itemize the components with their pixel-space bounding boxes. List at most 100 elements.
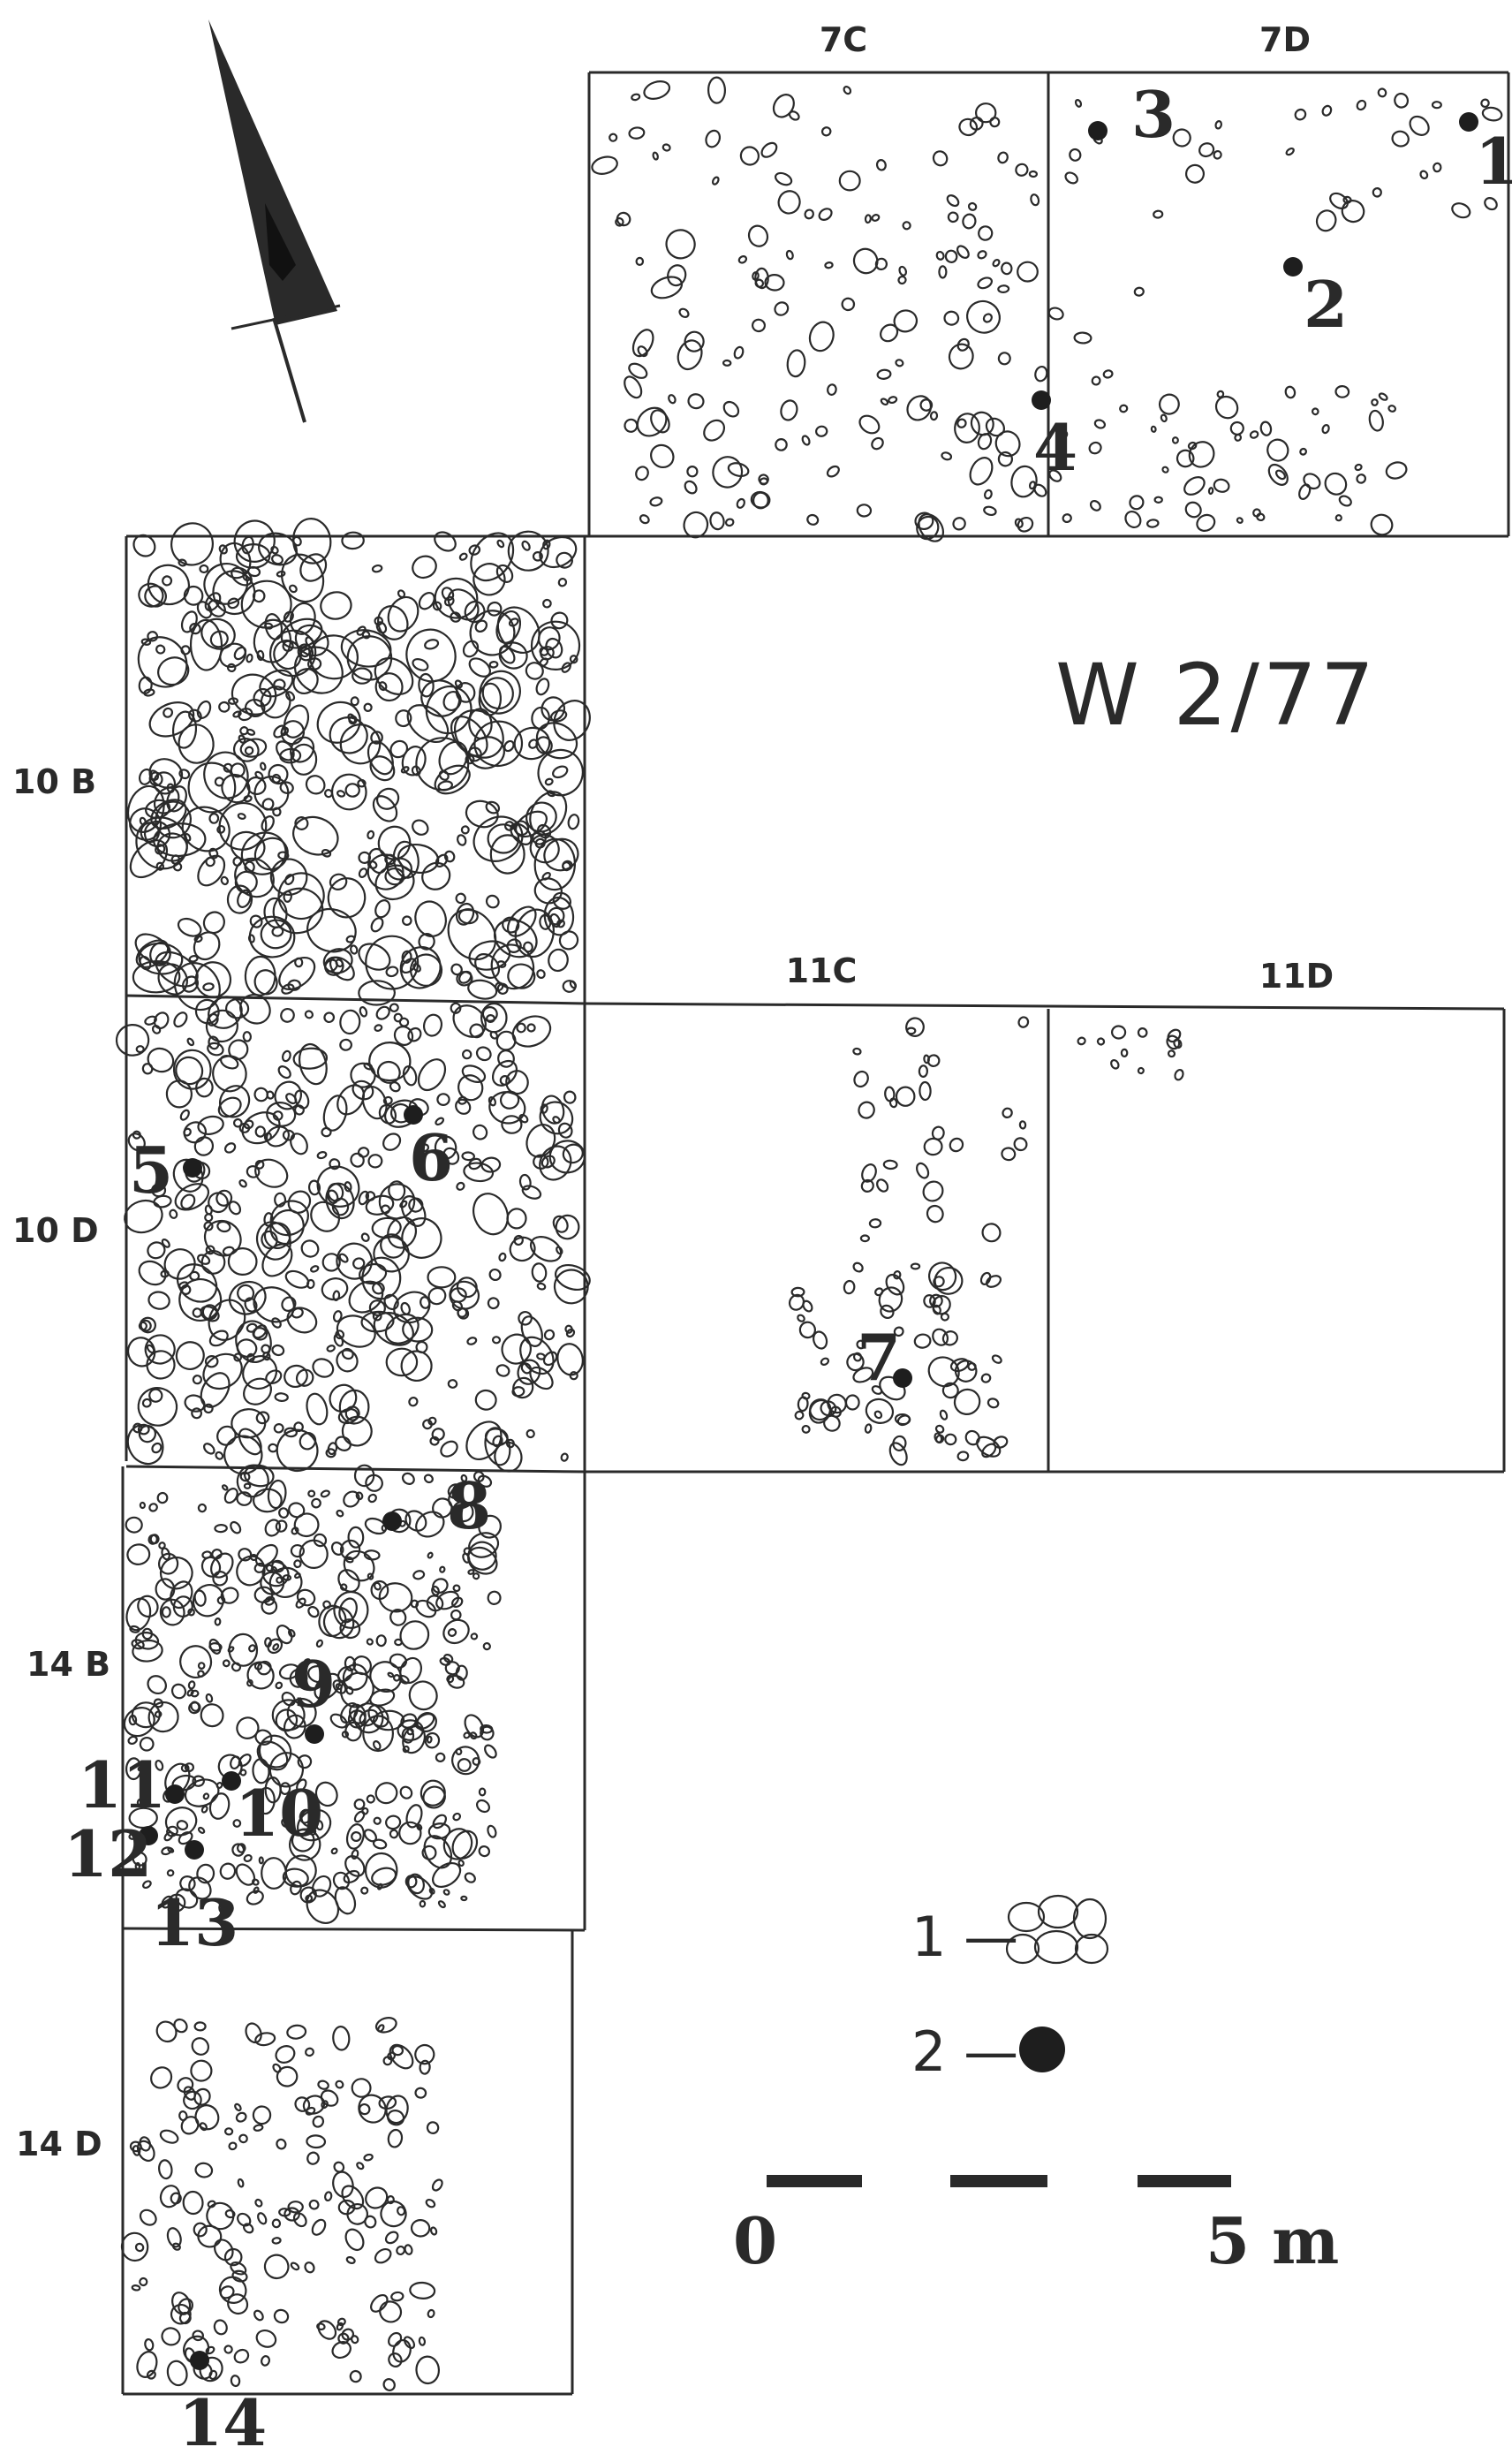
stone bbox=[353, 1810, 366, 1823]
stone bbox=[508, 617, 519, 627]
stone bbox=[129, 2140, 142, 2153]
find-number-4: 4 bbox=[1033, 410, 1077, 485]
stone bbox=[560, 1452, 569, 1462]
stone bbox=[261, 815, 275, 832]
stone bbox=[979, 1271, 992, 1285]
stone bbox=[372, 1740, 382, 1751]
stone bbox=[335, 1436, 352, 1451]
stone bbox=[913, 1333, 932, 1349]
stone bbox=[387, 2051, 397, 2061]
stone bbox=[827, 383, 837, 396]
stone bbox=[176, 1820, 189, 1831]
stone bbox=[465, 799, 499, 829]
stone bbox=[299, 1432, 317, 1451]
stone bbox=[431, 2178, 443, 2192]
stone bbox=[478, 1787, 487, 1797]
stone bbox=[254, 1125, 267, 1138]
stone bbox=[552, 765, 569, 779]
stone bbox=[286, 1307, 318, 1334]
stone bbox=[419, 1899, 427, 1908]
stone bbox=[323, 1011, 336, 1024]
stone bbox=[480, 1724, 494, 1734]
stone bbox=[291, 1307, 304, 1319]
stone bbox=[774, 171, 793, 186]
stone bbox=[285, 1093, 298, 1105]
stone bbox=[218, 544, 228, 555]
stone bbox=[281, 1818, 291, 1828]
stone bbox=[372, 795, 398, 822]
stone bbox=[1385, 461, 1408, 480]
stone bbox=[305, 2047, 314, 2057]
stone bbox=[336, 2322, 344, 2331]
stone bbox=[214, 1523, 228, 1534]
stone bbox=[997, 284, 1010, 294]
stone bbox=[451, 1500, 474, 1523]
stone bbox=[460, 825, 470, 835]
stone bbox=[132, 1639, 163, 1663]
stone bbox=[436, 1093, 450, 1107]
stone bbox=[843, 86, 852, 95]
scale-start-label: 0 bbox=[733, 2203, 777, 2278]
stone bbox=[219, 642, 247, 668]
stone bbox=[958, 117, 979, 137]
stone bbox=[1303, 473, 1321, 490]
stone bbox=[505, 1438, 515, 1449]
stone bbox=[1167, 1049, 1176, 1058]
stone bbox=[255, 1411, 270, 1425]
stone bbox=[760, 141, 778, 158]
stone bbox=[193, 1136, 215, 1156]
stone bbox=[322, 1095, 348, 1132]
stone bbox=[678, 307, 690, 319]
stone bbox=[415, 1511, 445, 1538]
stone bbox=[1160, 413, 1168, 423]
stone bbox=[992, 259, 1001, 268]
stone bbox=[200, 1305, 220, 1322]
stone bbox=[208, 996, 243, 1029]
stone bbox=[1196, 513, 1216, 532]
stone bbox=[1321, 104, 1333, 117]
stone bbox=[352, 1257, 366, 1270]
stone bbox=[448, 1481, 480, 1510]
stone bbox=[155, 644, 166, 655]
stone bbox=[352, 1655, 372, 1676]
stone bbox=[422, 1785, 446, 1809]
stone bbox=[300, 1239, 320, 1258]
stone bbox=[195, 1077, 214, 1098]
stone bbox=[1146, 519, 1160, 528]
stone bbox=[326, 1345, 336, 1352]
stone bbox=[253, 2309, 264, 2322]
stone bbox=[253, 1886, 260, 1894]
stone bbox=[244, 860, 255, 874]
stone bbox=[435, 1752, 446, 1763]
stone bbox=[412, 555, 437, 580]
stone bbox=[155, 1759, 164, 1771]
stone bbox=[266, 1090, 275, 1100]
stone bbox=[359, 1006, 368, 1018]
stone bbox=[427, 1416, 437, 1426]
stone bbox=[880, 1304, 895, 1320]
stone bbox=[643, 80, 671, 100]
stone bbox=[173, 1011, 188, 1028]
stone bbox=[1172, 128, 1191, 148]
stone bbox=[180, 610, 198, 633]
stone bbox=[336, 1509, 344, 1518]
stone bbox=[238, 2133, 248, 2144]
stone bbox=[367, 1704, 389, 1728]
stone bbox=[316, 1165, 360, 1208]
stone bbox=[320, 1489, 330, 1498]
stone bbox=[1334, 384, 1350, 398]
stone bbox=[526, 1023, 536, 1033]
find-number-1: 1 bbox=[1475, 124, 1512, 199]
stone bbox=[274, 1392, 289, 1403]
stone bbox=[179, 1109, 190, 1121]
stone bbox=[467, 979, 498, 1000]
stone bbox=[941, 1330, 958, 1346]
stone bbox=[191, 2037, 210, 2056]
stone bbox=[415, 737, 470, 792]
stone bbox=[949, 1137, 964, 1153]
stone bbox=[398, 1017, 410, 1027]
stone bbox=[148, 1388, 163, 1403]
stone bbox=[244, 955, 276, 996]
stone bbox=[506, 905, 537, 937]
stone bbox=[192, 2330, 204, 2342]
